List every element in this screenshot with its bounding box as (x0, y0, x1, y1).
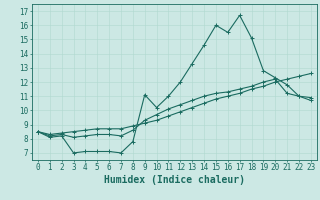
X-axis label: Humidex (Indice chaleur): Humidex (Indice chaleur) (104, 175, 245, 185)
